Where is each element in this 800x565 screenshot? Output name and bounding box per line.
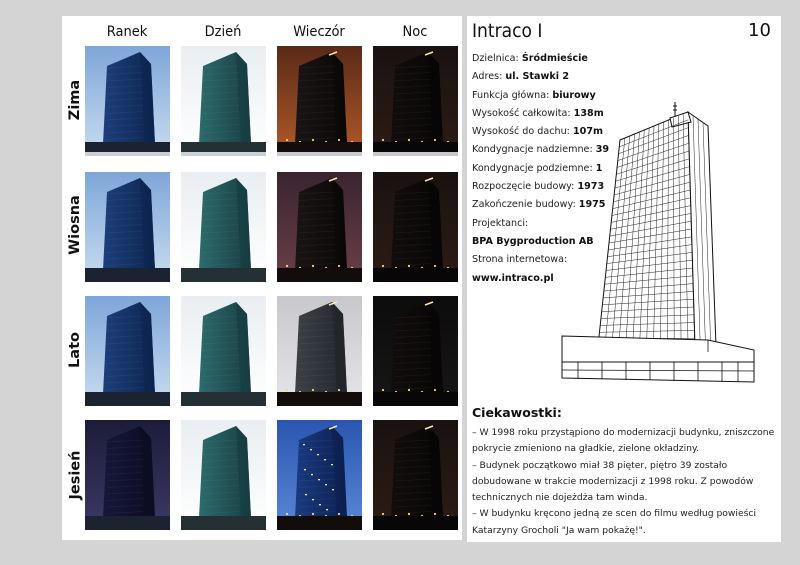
info-construction-start: Rozpoczęcie budowy: 1973 <box>472 181 605 193</box>
row-label-summer: Lato <box>67 332 84 368</box>
column-header-evening: Wieczór <box>293 24 345 40</box>
row-label-winter: Zima <box>67 79 84 121</box>
photo-winter-night <box>373 46 458 156</box>
column-header-day: Dzień <box>204 24 242 40</box>
photo-summer-morning <box>85 296 170 406</box>
info-designers-label: Projektanci: <box>472 217 529 229</box>
info-website-label: Strona internetowa: <box>472 254 568 266</box>
photo-winter-evening <box>277 46 362 156</box>
info-construction-end: Zakończenie budowy: 1975 <box>472 199 606 211</box>
facts-list: – W 1998 roku przystąpiono do modernizac… <box>472 425 777 539</box>
building-info-list: Dzielnica: Śródmieście Adres: ul. Stawki… <box>472 50 672 288</box>
page-number: 10 <box>748 20 771 41</box>
building-title: Intraco I <box>472 20 543 42</box>
row-label-spring: Wiosna <box>67 195 84 255</box>
photo-autumn-day <box>181 420 266 530</box>
fact-item: – W budynku kręcono jedną ze scen do fil… <box>472 508 757 536</box>
info-total-height: Wysokość całkowita: 138m <box>472 107 604 119</box>
info-designers: BPA Bygproduction AB <box>472 235 594 247</box>
info-address: Adres: ul. Stawki 2 <box>472 71 570 83</box>
photo-autumn-evening <box>277 420 362 530</box>
facts-title: Ciekawostki: <box>472 405 562 420</box>
column-header-morning: Ranek <box>106 24 148 40</box>
info-floors-above: Kondygnacje nadziemne: 39 <box>472 144 610 156</box>
info-function: Funkcja główna: biurowy <box>472 89 596 101</box>
photo-summer-evening <box>277 296 362 406</box>
photo-spring-evening <box>277 172 362 282</box>
photo-summer-day <box>181 296 266 406</box>
photo-winter-day <box>181 46 266 156</box>
building-line-drawing <box>561 102 755 383</box>
info-floors-below: Kondygnacje podziemne: 1 <box>472 162 603 174</box>
column-header-night: Noc <box>402 24 428 40</box>
photo-winter-morning <box>85 46 170 156</box>
photo-spring-day <box>181 172 266 282</box>
photo-autumn-night <box>373 420 458 530</box>
fact-item: – W 1998 roku przystąpiono do modernizac… <box>472 427 775 455</box>
info-roof-height: Wysokość do dachu: 107m <box>472 126 603 138</box>
photo-autumn-morning <box>85 420 170 530</box>
info-website[interactable]: www.intraco.pl <box>472 272 554 284</box>
photo-spring-night <box>373 172 458 282</box>
photo-spring-morning <box>85 172 170 282</box>
fact-item: – Budynek początkowo miał 38 pięter, pię… <box>472 459 754 504</box>
photo-summer-night <box>373 296 458 406</box>
row-label-autumn: Jesień <box>67 450 83 500</box>
info-district: Dzielnica: Śródmieście <box>472 53 588 64</box>
